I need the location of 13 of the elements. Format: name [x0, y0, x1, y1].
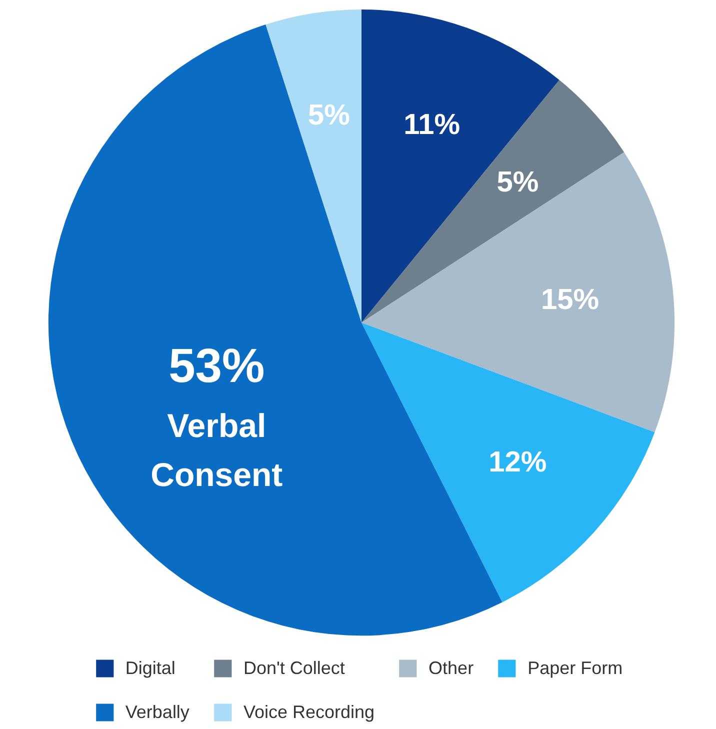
- legend-label: Paper Form: [528, 658, 623, 678]
- data-label: 12%: [488, 446, 547, 479]
- legend-label: Don't Collect: [243, 658, 345, 678]
- data-label: 15%: [540, 284, 600, 316]
- data-label: 5%: [496, 166, 539, 199]
- legend-label: Verbally: [125, 702, 190, 722]
- data-label: 11%: [404, 109, 460, 142]
- data-label: 53%: [168, 340, 265, 393]
- legend-label: Digital: [125, 658, 176, 678]
- legend-label: Other: [428, 658, 474, 678]
- legend-label: Voice Recording: [243, 702, 375, 722]
- data-label: 5%: [308, 99, 350, 132]
- text: Verbal Consent: [150, 407, 283, 493]
